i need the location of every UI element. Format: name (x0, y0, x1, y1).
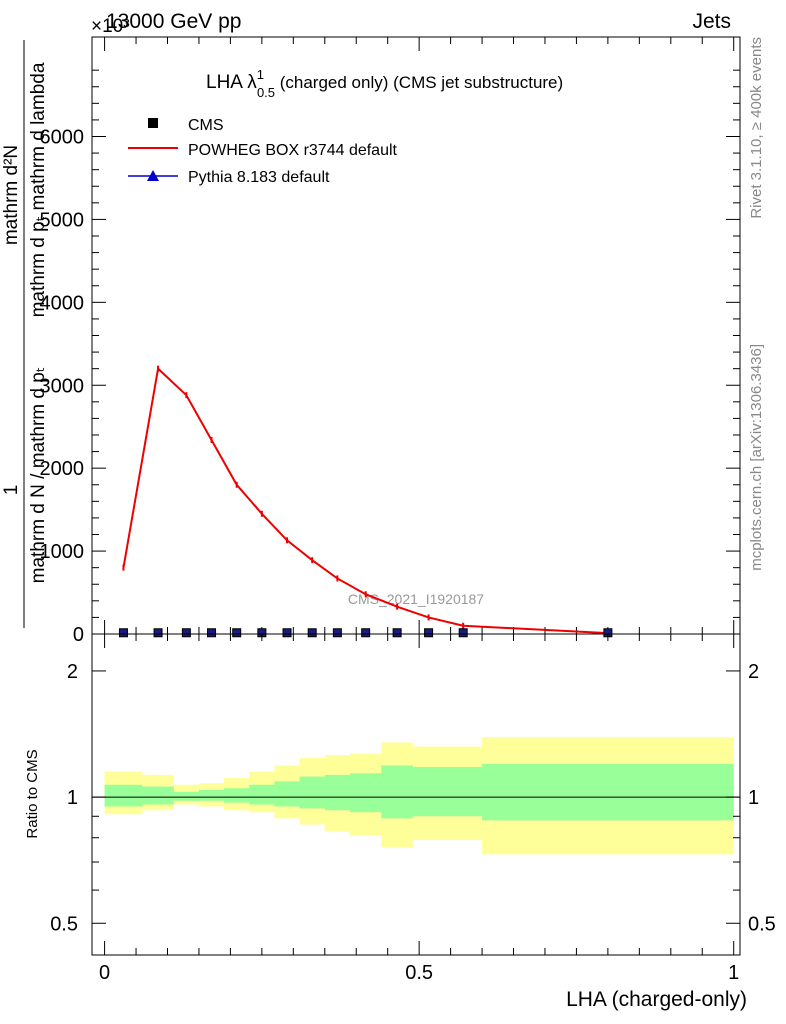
title-rest: (charged only) (CMS jet substructure) (275, 73, 563, 92)
ratio-y-tick-label-right: 0.5 (748, 913, 776, 935)
ylabel-prefix-den: mathrm d N / mathrm d pₜ (28, 367, 49, 584)
ratio-y-tick-label: 2 (67, 661, 78, 683)
cms-point (332, 628, 342, 638)
cms-point (458, 628, 468, 638)
cms-point (207, 628, 217, 638)
title-superscript: 1 (257, 67, 264, 82)
ratio-y-tick-label: 1 (67, 787, 78, 809)
ratio-y-tick-label-right: 1 (748, 787, 759, 809)
cms-point (181, 628, 191, 638)
ratio-x-axis: 0 0.5 1 (99, 634, 739, 984)
main-series-group (118, 365, 613, 638)
ratio-y-axis: 0.5 0.5 1 1 2 2 (50, 661, 776, 935)
cms-point (424, 628, 434, 638)
plot-title: LHA λ1 0.5 (charged only) (CMS jet substr… (206, 67, 563, 100)
legend-marker-pythia (147, 170, 159, 181)
legend: CMS POWHEG BOX r3744 default Pythia 8.18… (128, 117, 398, 186)
powheg-line (122, 366, 608, 635)
legend-marker-cms (148, 118, 158, 128)
ratio-x-tick-label: 0 (99, 962, 110, 984)
ratio-y-tick-label-right: 2 (748, 661, 759, 683)
x-axis-title: LHA (charged-only) (566, 988, 747, 1011)
ratio-plot-panel: 0.5 0.51 12 2 0 0.5 1 Ratio to CMS LHA (charg… (24, 633, 776, 1011)
title-subscript: 0.5 (257, 85, 275, 100)
cms-point (361, 628, 371, 638)
ratio-bands-group (104, 737, 734, 855)
main-y-axis: 0 1000 2000 3000 4000 5000 6000 (40, 69, 740, 646)
main-plot-panel: 0 1000 2000 3000 4000 5000 6000 CMS_2021_I1920… (1, 36, 741, 646)
rivet-label: Rivet 3.1.10, ≥ 400k events (748, 37, 765, 219)
ratio-x-tick-label: 1 (728, 962, 739, 984)
main-y-tick-label: 0 (73, 624, 84, 646)
main-x-ticks (104, 37, 735, 634)
main-y-tick-label: 6000 (40, 127, 85, 149)
category-label: Jets (692, 10, 731, 33)
mcplots-label: mcplots.cern.ch [arXiv:1306.3436] (748, 344, 765, 571)
cms-point (153, 628, 163, 638)
cms-point (282, 628, 292, 638)
ylabel-prefix-num: 1 (1, 485, 22, 496)
main-y-tick-label: 3000 (40, 375, 85, 397)
legend-label-powheg: POWHEG BOX r3744 default (188, 142, 398, 159)
legend-label-cms: CMS (188, 117, 224, 134)
ylabel-denominator: mathrm d pₜ mathrm d lambda (28, 62, 49, 317)
ratio-inner-band (104, 763, 734, 821)
legend-label-pythia: Pythia 8.183 default (188, 169, 330, 186)
main-y-tick-label: 1000 (40, 541, 85, 563)
cms-point (307, 628, 317, 638)
cms-point (118, 628, 128, 638)
ratio-y-tick-label: 0.5 (50, 913, 78, 935)
ratio-frame (91, 633, 741, 956)
title-main: LHA λ (206, 72, 257, 93)
cms-point (392, 628, 402, 638)
main-y-tick-label: 4000 (40, 292, 85, 314)
ratio-x-tick-label: 0.5 (405, 962, 433, 984)
main-y-tick-label: 2000 (40, 458, 85, 480)
main-y-tick-label: 5000 (40, 209, 85, 231)
cms-point (232, 628, 242, 638)
watermark: CMS_2021_I1920187 (348, 591, 484, 607)
y-exponent-label: ×10³ (91, 16, 130, 37)
ylabel-numerator: mathrm d²N (1, 145, 22, 245)
main-y-axis-title: 1 mathrm d N / mathrm d pₜ mathrm d²N ma… (1, 40, 49, 628)
collision-label: 13000 GeV pp (106, 10, 241, 33)
ratio-y-axis-title: Ratio to CMS (24, 749, 41, 838)
